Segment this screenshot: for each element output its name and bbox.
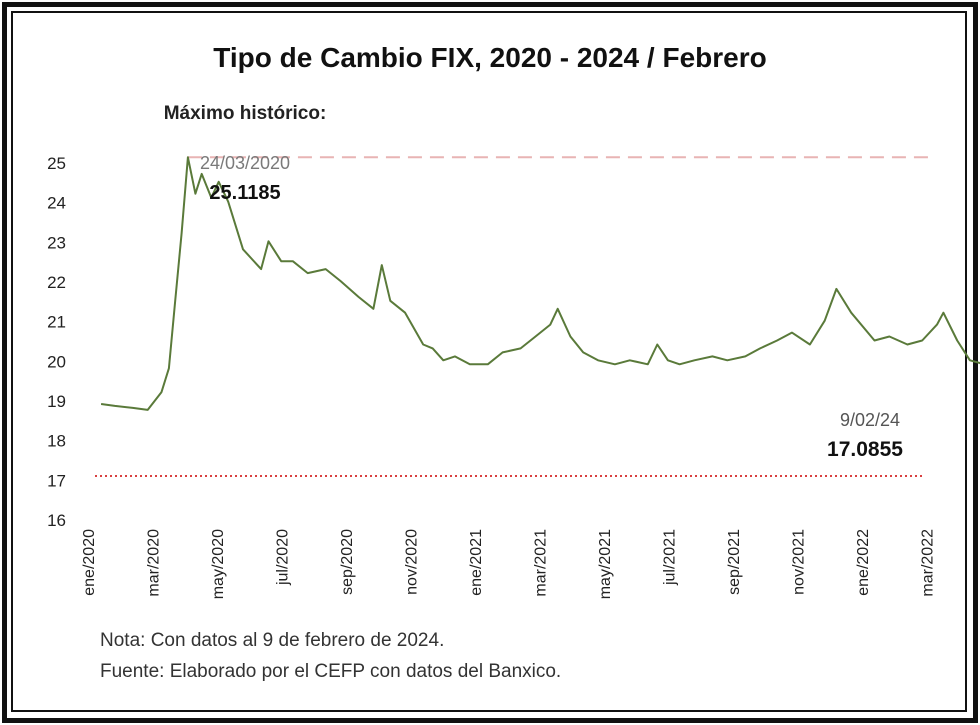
y-tick-label: 18 (47, 432, 66, 451)
y-axis-ticks: 16 17 18 19 20 21 22 23 24 25 (47, 154, 66, 530)
y-tick-label: 24 (47, 194, 66, 213)
inner-frame (11, 11, 967, 712)
x-tick-label: ene/2021 (468, 529, 485, 596)
x-axis-ticks: ene/2020 mar/2020 may/2020 jul/2020 sep/2020… (81, 529, 937, 599)
x-tick-label: mar/2022 (920, 529, 937, 597)
x-tick-label: may/2020 (210, 529, 227, 599)
x-tick-label: nov/2021 (791, 529, 808, 595)
reference-lines (95, 156, 930, 477)
y-tick-label: 22 (47, 273, 66, 292)
series-group (100, 156, 980, 411)
last-annotation-value: 17.0855 (827, 438, 903, 461)
max-annotation-label: Máximo histórico: (163, 103, 327, 124)
x-tick-label: sep/2020 (339, 529, 356, 595)
x-tick-label: may/2021 (597, 529, 614, 599)
x-tick-label: jul/2021 (662, 529, 679, 586)
y-tick-label: 19 (47, 392, 66, 411)
note-text: Nota: Con datos al 9 de febrero de 2024. (100, 630, 445, 651)
x-tick-label: sep/2021 (726, 529, 743, 595)
x-tick-label: mar/2020 (146, 529, 163, 597)
y-tick-label: 16 (47, 511, 66, 530)
exchange-rate-line (100, 156, 980, 411)
max-annotation-date: 24/03/2020 (199, 153, 291, 173)
max-annotation-value: 25.1185 (209, 182, 281, 204)
chart-title: Tipo de Cambio FIX, 2020 - 2024 / Febrer… (213, 42, 767, 73)
x-tick-label: jul/2020 (275, 529, 292, 586)
last-annotation-date: 9/02/24 (839, 410, 901, 430)
y-tick-label: 20 (47, 352, 66, 371)
y-tick-label: 25 (47, 154, 66, 173)
y-tick-label: 21 (47, 313, 66, 332)
x-tick-label: ene/2020 (81, 529, 98, 596)
x-tick-label: ene/2022 (855, 529, 872, 596)
x-tick-label: nov/2020 (404, 529, 421, 595)
x-tick-label: mar/2021 (533, 529, 550, 597)
y-tick-label: 17 (47, 471, 66, 490)
source-text: Fuente: Elaborado por el CEFP con datos … (100, 661, 562, 682)
y-tick-label: 23 (47, 233, 66, 252)
